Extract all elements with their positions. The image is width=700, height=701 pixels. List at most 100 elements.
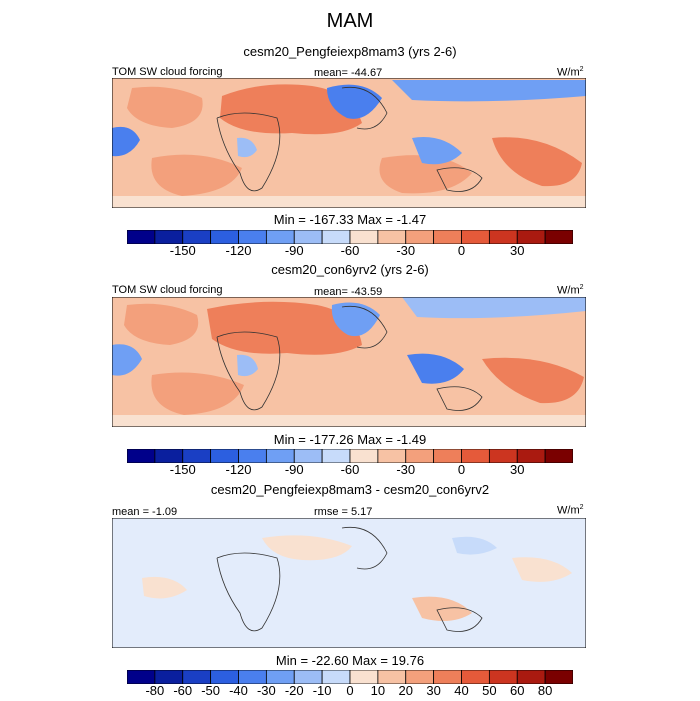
colorbar-box (182, 229, 212, 245)
colorbar-box (377, 669, 407, 685)
field-south-ocean (112, 415, 586, 427)
colorbar-box (293, 448, 323, 464)
panel-2-units: W/m2 (557, 284, 584, 297)
colorbar-box (210, 229, 239, 245)
panel-1-map (112, 78, 586, 208)
field-north-pacific (402, 297, 586, 319)
colorbar-box (433, 229, 462, 245)
colorbar-tick-label: 0 (457, 462, 466, 477)
panel-2-minmax: Min = -177.26 Max = -1.49 (273, 432, 427, 447)
panel-1-units: W/m2 (557, 66, 584, 79)
colorbar-tick-label: -20 (284, 683, 304, 698)
colorbar-box (433, 669, 462, 685)
field-pacific-band (482, 357, 584, 404)
colorbar-box (210, 448, 239, 464)
coastline-australia (436, 167, 483, 192)
colorbar-tick-label: -120 (225, 462, 252, 477)
colorbar-tick-label: -60 (340, 462, 360, 477)
colorbar-tick-label: -30 (256, 683, 276, 698)
field-atlantic (127, 86, 203, 128)
colorbar-tick-label: -90 (284, 462, 304, 477)
coastline-africa (216, 112, 281, 192)
colorbar-tick-label: 0 (457, 243, 466, 258)
field-south-atlantic (151, 372, 244, 415)
panel-1-colorbar (126, 229, 574, 245)
panel-3-mean-label: mean = -1.09 (112, 506, 178, 518)
colorbar-tick-label: -150 (169, 462, 196, 477)
colorbar-box (544, 448, 574, 464)
panel-2-mean-label: mean= -43.59 (314, 286, 383, 298)
field-north-pacific (392, 80, 586, 102)
field-maritime-continent (407, 353, 464, 384)
colorbar-box (544, 229, 574, 245)
colorbar-box (293, 229, 323, 245)
colorbar-tick-label: -40 (229, 683, 248, 698)
colorbar-tick-label: -60 (340, 243, 360, 258)
colorbar-box (154, 229, 184, 245)
colorbar-tick-label: 30 (510, 462, 525, 477)
panel-1-mean-label: mean= -44.67 (314, 67, 383, 79)
panel-3-minmax: Min = -22.60 Max = 19.76 (275, 653, 425, 668)
coastline-africa (216, 331, 281, 411)
colorbar-box (461, 229, 490, 245)
colorbar-box (238, 229, 267, 245)
colorbar-box (488, 229, 518, 245)
field-positive-3 (142, 576, 187, 599)
colorbar-box (293, 669, 323, 685)
colorbar-box (321, 229, 351, 245)
colorbar-box (433, 448, 462, 464)
colorbar-tick-label: 10 (370, 683, 386, 698)
colorbar-box (349, 448, 379, 464)
panel-2-map (112, 297, 586, 427)
field-amazon (112, 344, 142, 376)
colorbar-tick-label: 30 (426, 683, 441, 698)
colorbar-box (488, 448, 518, 464)
colorbar-tick-label: -90 (284, 243, 304, 258)
field-south-atlantic (151, 154, 242, 196)
panel-1-variable-label: TOM SW cloud forcing (112, 66, 223, 78)
field-positive-4 (512, 557, 572, 582)
colorbar-box (405, 448, 435, 464)
colorbar-tick-label: -10 (312, 683, 332, 698)
colorbar-tick-label: 50 (482, 683, 497, 698)
colorbar-tick-label: 60 (510, 683, 525, 698)
colorbar-box (321, 669, 351, 685)
colorbar-tick-label: 80 (537, 683, 553, 698)
colorbar-tick-label: -150 (169, 243, 196, 258)
colorbar-box (126, 229, 156, 245)
panel-1-colorbar-ticks: -150 -120 -90 -60 -30 0 30 (127, 243, 573, 261)
field-pacific-band (492, 137, 582, 187)
field-amazon (112, 126, 140, 157)
panel-2-variable-label: TOM SW cloud forcing (112, 284, 223, 296)
field-central-africa (237, 354, 258, 377)
coastline-australia (436, 386, 483, 411)
colorbar-svg (126, 229, 574, 245)
coastline-africa (216, 552, 281, 632)
field-maritime-continent (412, 137, 462, 165)
colorbar-box (488, 669, 518, 685)
panel-3-colorbar-ticks: -80 -60 -50 -40 -30 -20 -10 0 10 20 30 40 50 60 80 (127, 683, 573, 701)
field-negative-1 (452, 536, 497, 555)
colorbar-box (461, 448, 490, 464)
field-atlantic (124, 303, 199, 345)
field-positive-1 (262, 535, 352, 561)
colorbar-tick-label: -60 (173, 683, 193, 698)
colorbar-box (377, 229, 407, 245)
coastline-asia (341, 305, 388, 349)
panel-3-rmse-label: rmse = 5.17 (314, 506, 373, 518)
colorbar-box (405, 229, 435, 245)
colorbar-tick-label: -120 (225, 243, 252, 258)
figure-title: MAM (326, 10, 374, 32)
field-central-africa (237, 137, 257, 158)
colorbar-box (126, 448, 156, 464)
colorbar-tick-label: 0 (346, 683, 354, 698)
coastline-asia (341, 526, 388, 570)
colorbar-box (377, 448, 407, 464)
colorbar-box (265, 669, 295, 685)
colorbar-box (154, 669, 184, 685)
colorbar-svg (126, 448, 574, 464)
colorbar-tick-label: -80 (145, 683, 165, 698)
panel-3-units: W/m2 (557, 504, 584, 517)
colorbar-box (405, 669, 435, 685)
colorbar-box (349, 669, 379, 685)
